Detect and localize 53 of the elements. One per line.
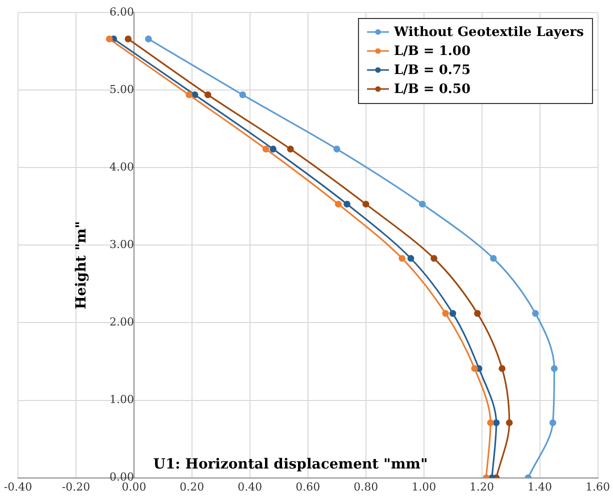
point — [487, 419, 494, 426]
point — [398, 254, 406, 262]
point — [204, 91, 212, 98]
point — [492, 419, 500, 426]
point — [270, 146, 276, 152]
point — [442, 310, 449, 317]
point — [239, 91, 246, 98]
point — [471, 365, 478, 372]
point — [124, 36, 132, 42]
x-tick-label: 1.60 — [586, 480, 610, 494]
x-tick-label: 0.20 — [180, 480, 204, 494]
point — [532, 310, 539, 317]
point — [106, 36, 113, 42]
legend-label: L/B = 1.00 — [394, 44, 471, 59]
point — [262, 146, 270, 152]
point — [334, 200, 342, 208]
x-tick-label: 1.00 — [412, 480, 436, 494]
x-tick-label: 0.80 — [354, 480, 378, 494]
point — [506, 419, 513, 426]
point — [498, 365, 506, 372]
x-axis-title: U1: Horizontal displacement "mm" — [153, 456, 428, 472]
x-tick-label: 1.40 — [528, 480, 552, 494]
x-tick-label: -0.20 — [62, 480, 90, 494]
point — [490, 254, 497, 262]
y-tick-label: 6.00 — [109, 5, 134, 18]
legend-label: L/B = 0.50 — [394, 82, 471, 97]
point — [344, 200, 350, 208]
y-tick-label: 2.00 — [109, 316, 134, 329]
point — [287, 146, 294, 152]
point — [418, 200, 426, 208]
point — [549, 419, 556, 426]
y-tick-label: 4.00 — [109, 160, 134, 174]
point — [407, 254, 414, 262]
point — [333, 146, 340, 152]
point — [186, 91, 192, 98]
point — [362, 200, 370, 208]
x-tick-label: 0.60 — [296, 480, 320, 494]
point — [191, 91, 198, 98]
x-tick-label: 0.40 — [238, 480, 262, 494]
point — [145, 36, 152, 42]
point — [449, 310, 456, 317]
point — [430, 254, 438, 262]
x-tick-label: -0.40 — [4, 480, 32, 494]
legend-label: Without Geotextile Layers — [394, 24, 584, 40]
y-axis-title: Height "m" — [74, 221, 90, 310]
legend-label: L/B = 0.75 — [394, 62, 471, 78]
y-tick-label: 3.00 — [109, 238, 134, 252]
point — [474, 310, 481, 317]
x-tick-label: 1.20 — [470, 480, 494, 494]
point — [550, 365, 558, 372]
y-tick-label: 1.00 — [109, 393, 134, 406]
y-tick-label: 5.00 — [109, 82, 134, 96]
x-tick-label: 0.00 — [122, 480, 146, 494]
